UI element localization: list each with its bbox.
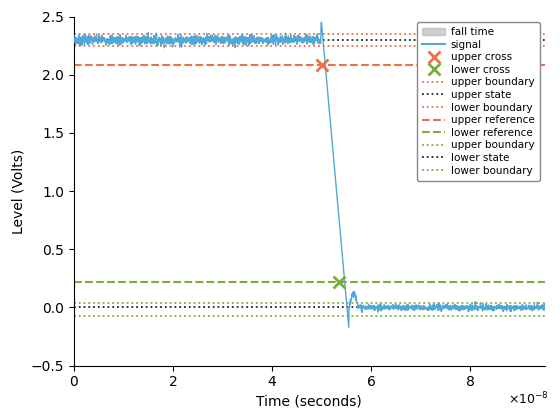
X-axis label: Time (seconds): Time (seconds) [256,395,362,409]
Legend: fall time, signal, upper cross, lower cross, upper boundary, upper state, lower : fall time, signal, upper cross, lower cr… [417,22,539,181]
Text: $\times10^{-8}$: $\times10^{-8}$ [508,391,549,407]
Y-axis label: Level (Volts): Level (Volts) [11,149,25,234]
